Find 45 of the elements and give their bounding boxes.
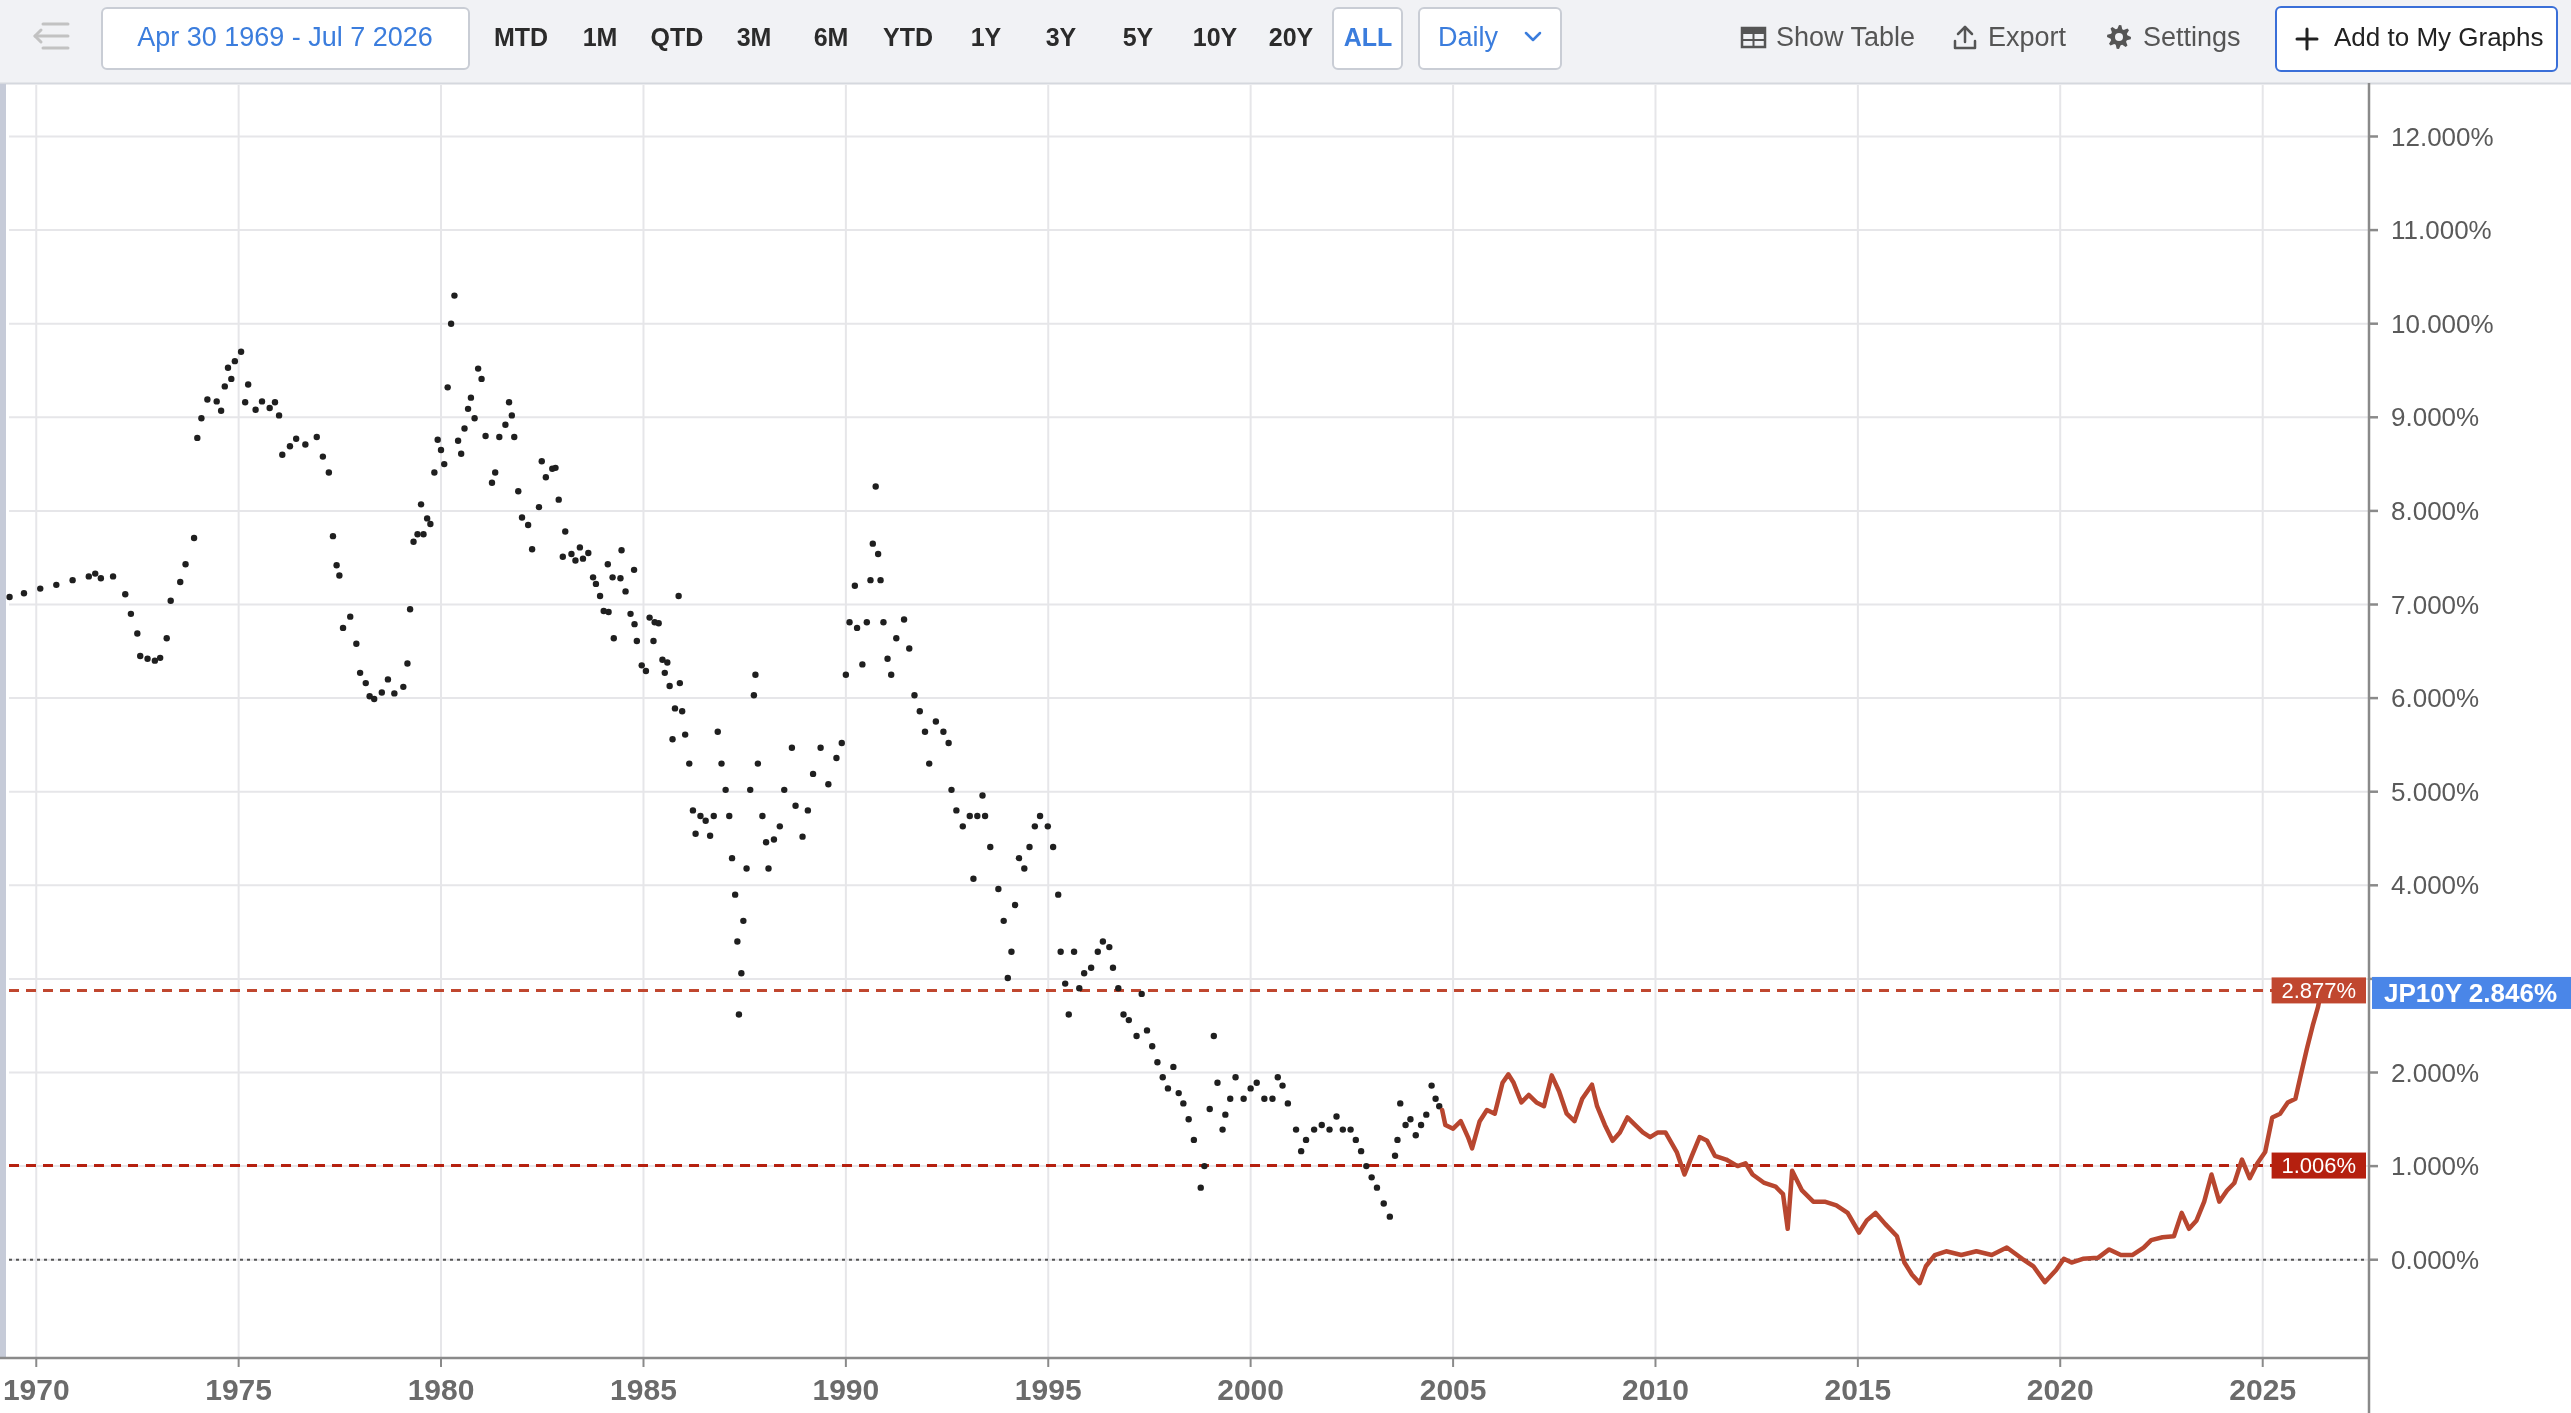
x-tick-label: 1990 — [812, 1372, 880, 1406]
text: 1Y — [970, 22, 1002, 51]
x-tick-label: 2000 — [1217, 1372, 1284, 1406]
text: Apr 30 1969 - Jul 7 2026 — [137, 22, 433, 53]
text: YTD — [883, 22, 933, 51]
ref-line-label: 2.877% — [2281, 978, 2357, 1004]
x-tick-label: 1980 — [407, 1372, 475, 1406]
text: 6M — [813, 22, 849, 51]
text: Export — [1988, 22, 2067, 53]
text: 5Y — [1122, 22, 1154, 51]
text: 1M — [582, 22, 618, 51]
x-tick-label: 2015 — [1824, 1372, 1892, 1406]
x-tick-label: 1985 — [610, 1372, 677, 1406]
text: Show Table — [1776, 22, 1916, 53]
y-tick-label: 6.000% — [2391, 683, 2480, 714]
text: ALL — [1343, 22, 1393, 51]
y-tick-label: 1.000% — [2391, 1151, 2480, 1182]
y-tick-label: 8.000% — [2391, 495, 2480, 526]
x-tick-label: 2020 — [2026, 1372, 2094, 1406]
x-tick-label: 2005 — [1419, 1372, 1487, 1406]
x-tick-label: 1995 — [1014, 1372, 1082, 1406]
y-tick-label: 10.000% — [2391, 308, 2494, 339]
text: QTD — [650, 22, 704, 51]
text: 10Y — [1192, 22, 1238, 51]
y-tick-label: 5.000% — [2391, 776, 2480, 807]
text: Daily — [1438, 22, 1499, 53]
y-tick-label: 11.000% — [2391, 215, 2492, 246]
text: Add to My Graphs — [2334, 22, 2544, 53]
text: JP10Y 2.846% — [2384, 978, 2557, 1009]
ref-line-label: 1.006% — [2281, 1153, 2357, 1179]
x-tick-label: 2010 — [1622, 1372, 1689, 1406]
text: 3Y — [1045, 22, 1077, 51]
text: 3M — [736, 22, 772, 51]
text: Settings — [2143, 22, 2241, 53]
x-tick-label: 1975 — [205, 1372, 273, 1406]
y-tick-label: 2.000% — [2391, 1057, 2480, 1088]
y-tick-label: 4.000% — [2391, 870, 2480, 901]
text: 20Y — [1268, 22, 1314, 51]
y-tick-label: 12.000% — [2391, 121, 2494, 152]
y-tick-label: 9.000% — [2391, 402, 2480, 433]
y-tick-label: 7.000% — [2391, 589, 2480, 620]
text: MTD — [493, 22, 549, 51]
x-tick-label: 2025 — [2229, 1372, 2297, 1406]
x-tick-label: 1970 — [2, 1372, 70, 1406]
y-tick-label: 0.000% — [2391, 1244, 2480, 1275]
